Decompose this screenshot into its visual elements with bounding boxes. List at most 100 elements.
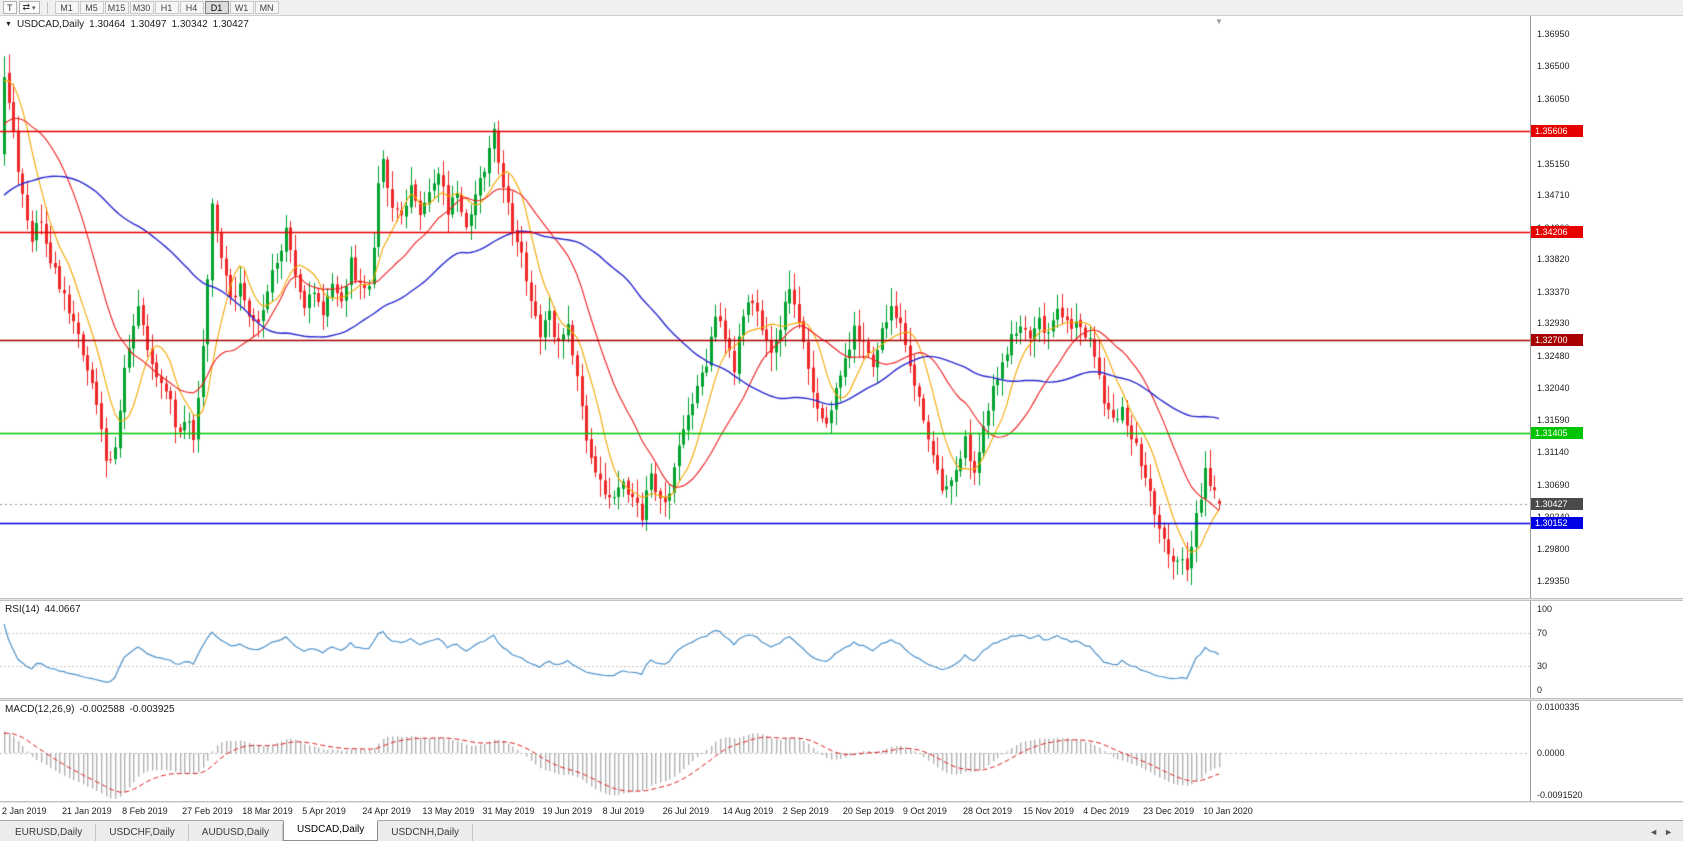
price-tick-label: 1.32040 <box>1537 382 1570 393</box>
date-label: 2 Sep 2019 <box>782 806 829 816</box>
ohlc-close: 1.30427 <box>212 19 249 30</box>
price-tick-label: 1.36500 <box>1537 61 1570 72</box>
date-label: 5 Apr 2019 <box>302 806 346 816</box>
price-tick-label: 1.30240 <box>1537 512 1570 522</box>
macd-indicator-pane: MACD(12,26,9) -0.002588 -0.003925 0.0100… <box>0 701 1683 801</box>
date-label: 26 Jul 2019 <box>662 806 710 816</box>
chart-tab-usdcad[interactable]: USDCAD,Daily <box>283 820 379 841</box>
price-tick-label: 1.34710 <box>1537 190 1570 201</box>
macd-tick-label: 0.0000 <box>1537 748 1565 758</box>
price-tick-label: 1.33370 <box>1537 286 1570 297</box>
macd-chart-canvas[interactable] <box>0 701 1530 801</box>
rsi-indicator-pane: RSI(14) 44.0667 100 70 30 0 <box>0 601 1683 698</box>
top-toolbar: T ⇄ ▾ M1 M5 M15 M30 H1 H4 D1 W1 MN <box>0 0 1683 16</box>
cycle-icon: ⇄ <box>22 2 31 12</box>
price-tick-label: 1.36950 <box>1537 29 1570 39</box>
symbol-cycle-button[interactable]: ⇄ ▾ <box>18 1 40 14</box>
price-tick-label: 1.31140 <box>1537 447 1569 458</box>
price-level-tag[interactable]: 1.30152 <box>1531 517 1583 530</box>
timeframe-h4[interactable]: H4 <box>179 1 204 14</box>
time-axis[interactable]: 2 Jan 2019 21 Jan 2019 8 Feb 2019 27 Feb 20… <box>0 803 1683 820</box>
date-label: 8 Feb 2019 <box>122 806 168 816</box>
date-label: 19 Jun 2019 <box>542 806 593 816</box>
price-level-tag[interactable]: 1.34206 <box>1531 225 1583 238</box>
timeframe-m1[interactable]: M1 <box>54 1 79 14</box>
price-tick-label: 1.30690 <box>1537 479 1570 490</box>
timeframe-h1[interactable]: H1 <box>154 1 179 14</box>
tab-scroll-right-button[interactable]: ► <box>1664 827 1673 837</box>
timeframe-m30[interactable]: M30 <box>129 1 154 14</box>
price-tick-label: 1.32480 <box>1537 350 1570 361</box>
price-tick-label: 1.29350 <box>1537 576 1570 587</box>
price-tick-label: 1.32930 <box>1537 318 1570 329</box>
pane-resize-handle[interactable] <box>0 698 1683 701</box>
rsi-label: RSI(14) 44.0667 <box>5 604 81 615</box>
chart-symbol-label: USDCAD,Daily <box>16 19 85 30</box>
rsi-tick-label: 30 <box>1537 660 1548 671</box>
timeframe-mn[interactable]: MN <box>254 1 279 14</box>
ohlc-open: 1.30464 <box>89 19 126 30</box>
date-label: 4 Dec 2019 <box>1083 806 1130 816</box>
macd-label: MACD(12,26,9) -0.002588 -0.003925 <box>5 704 175 715</box>
timeframe-m5[interactable]: M5 <box>79 1 104 14</box>
date-label: 2 Jan 2019 <box>2 806 47 816</box>
chart-tab-usdcnh[interactable]: USDCNH,Daily <box>378 824 474 841</box>
date-label: 21 Jan 2019 <box>62 806 112 816</box>
macd-tick-label: -0.0091520 <box>1537 790 1583 800</box>
price-axis[interactable]: 1.369501.365001.360501.356001.351501.347… <box>1530 16 1683 598</box>
date-label: 20 Sep 2019 <box>842 806 894 816</box>
ohlc-high: 1.30497 <box>130 19 167 30</box>
macd-main-value: -0.002588 <box>79 704 125 715</box>
price-level-tag[interactable]: 1.32700 <box>1531 334 1583 346</box>
collapse-triangle-icon[interactable]: ▼ <box>5 21 12 28</box>
timeframe-m15[interactable]: M15 <box>104 1 129 14</box>
date-label: 13 May 2019 <box>422 806 475 816</box>
macd-signal-value: -0.003925 <box>129 704 175 715</box>
rsi-name: RSI(14) <box>5 604 40 615</box>
price-level-tag[interactable]: 1.35606 <box>1531 124 1583 137</box>
macd-name: MACD(12,26,9) <box>5 704 75 715</box>
chart-shift-marker-icon[interactable]: ▼ <box>1215 17 1223 26</box>
price-chart-pane: ▼ USDCAD,Daily 1.30464 1.30497 1.30342 1… <box>0 16 1683 598</box>
ohlc-low: 1.30342 <box>171 19 208 30</box>
toolbar-separator <box>46 1 48 14</box>
rsi-chart-canvas[interactable] <box>0 601 1530 698</box>
date-label: 10 Jan 2020 <box>1203 806 1253 816</box>
date-label: 9 Oct 2019 <box>902 806 947 816</box>
chart-tab-usdchf[interactable]: USDCHF,Daily <box>96 824 189 841</box>
date-label: 24 Apr 2019 <box>362 806 411 816</box>
rsi-tick-label: 100 <box>1537 604 1553 614</box>
date-label: 8 Jul 2019 <box>602 806 645 816</box>
timeframe-d1[interactable]: D1 <box>204 1 229 14</box>
current-price-tag: 1.30427 <box>1531 497 1583 510</box>
chart-tab-eurusd[interactable]: EURUSD,Daily <box>2 824 97 841</box>
rsi-tick-label: 0 <box>1537 685 1543 695</box>
timeframe-buttons: M1 M5 M15 M30 H1 H4 D1 W1 MN <box>54 1 280 14</box>
date-label: 31 May 2019 <box>482 806 535 816</box>
tab-scroll-left-button[interactable]: ◄ <box>1649 827 1659 837</box>
date-label: 18 Mar 2019 <box>242 806 293 816</box>
date-label: 23 Dec 2019 <box>1143 806 1195 816</box>
price-tick-label: 1.33820 <box>1537 254 1570 265</box>
rsi-tick-label: 70 <box>1537 628 1548 639</box>
date-label: 15 Nov 2019 <box>1023 806 1075 816</box>
chart-template-button[interactable]: T <box>3 1 17 14</box>
chart-title: ▼ USDCAD,Daily 1.30464 1.30497 1.30342 1… <box>5 19 249 30</box>
rsi-axis: 100 70 30 0 <box>1530 601 1683 698</box>
price-tick-label: 1.36050 <box>1537 93 1570 104</box>
timeframe-w1[interactable]: W1 <box>229 1 254 14</box>
pane-resize-handle[interactable] <box>0 598 1683 601</box>
candlestick-chart-canvas[interactable] <box>0 16 1530 598</box>
date-label: 28 Oct 2019 <box>962 806 1012 816</box>
tab-scroll-controls: ◄ ► <box>1649 827 1683 841</box>
macd-axis: 0.0100335 0.0000 -0.0091520 <box>1530 701 1683 801</box>
date-label: 27 Feb 2019 <box>182 806 233 816</box>
chevron-down-icon: ▾ <box>32 4 36 12</box>
price-level-tag[interactable]: 1.31405 <box>1531 427 1583 440</box>
rsi-value: 44.0667 <box>44 604 81 615</box>
chart-tab-bar: EURUSD,Daily USDCHF,Daily AUDUSD,Daily USDC… <box>0 820 1683 841</box>
macd-tick-label: 0.0100335 <box>1537 702 1580 712</box>
price-tick-label: 1.35150 <box>1537 158 1570 169</box>
chart-tab-audusd[interactable]: AUDUSD,Daily <box>189 824 284 841</box>
